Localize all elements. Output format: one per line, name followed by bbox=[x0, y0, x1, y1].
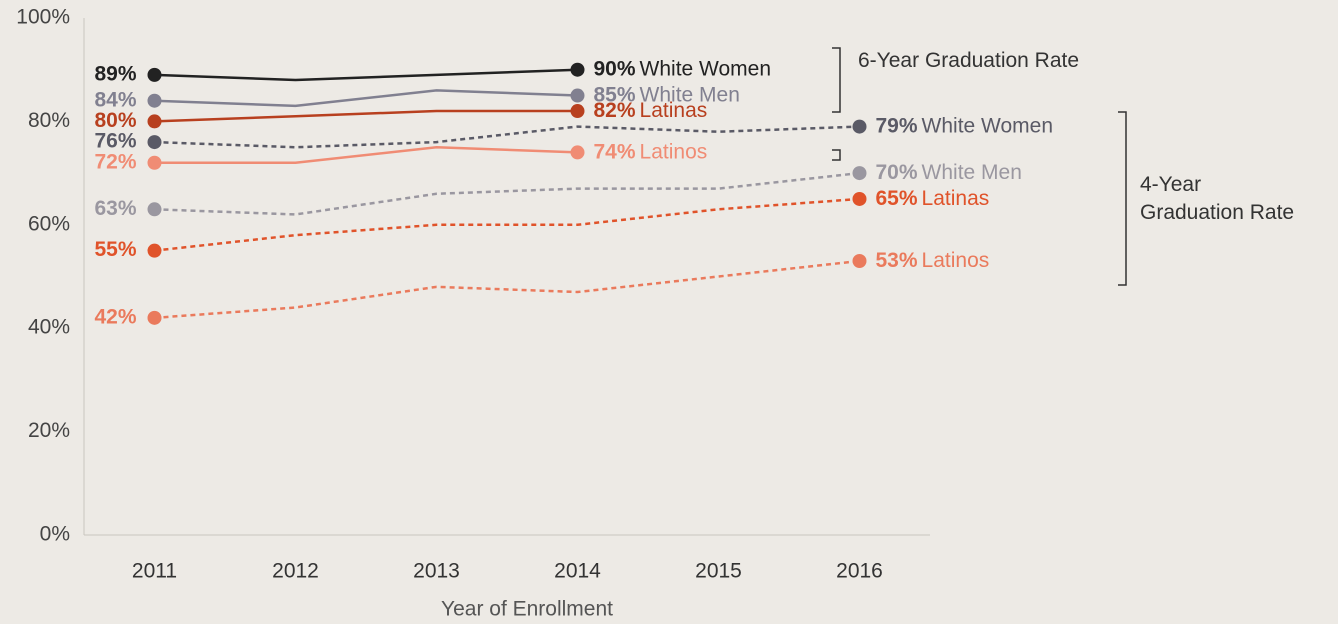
bracket bbox=[832, 149, 841, 161]
x-axis-title: Year of Enrollment bbox=[441, 598, 613, 621]
data-label: 76% bbox=[94, 130, 136, 153]
end-label: 74% Latinos bbox=[594, 140, 708, 163]
y-tick-label: 0% bbox=[40, 523, 70, 546]
series-line bbox=[154, 125, 860, 149]
x-tick-label: 2015 bbox=[695, 560, 742, 583]
point bbox=[147, 135, 162, 150]
x-tick-label: 2012 bbox=[272, 560, 319, 583]
data-label: 70% bbox=[876, 161, 918, 184]
data-label: 42% bbox=[94, 305, 136, 328]
bracket bbox=[1118, 111, 1127, 286]
series-line bbox=[154, 68, 578, 82]
x-tick-label: 2013 bbox=[413, 560, 460, 583]
data-label: 85% bbox=[594, 83, 636, 106]
x-tick-label: 2014 bbox=[554, 560, 601, 583]
end-label: 70% White Men bbox=[876, 161, 1022, 184]
data-label: 72% bbox=[94, 150, 136, 173]
data-label: 63% bbox=[94, 197, 136, 220]
series-line bbox=[154, 89, 578, 108]
point bbox=[570, 104, 585, 119]
data-label: 74% bbox=[594, 140, 636, 163]
group-label: 4-Year Graduation Rate bbox=[1140, 173, 1295, 224]
series-line bbox=[154, 171, 860, 216]
end-label: 85% White Men bbox=[594, 83, 740, 106]
group-label: 6-Year Graduation Rate bbox=[858, 49, 1080, 72]
end-label: 82% Latinas bbox=[594, 99, 708, 122]
series-line bbox=[154, 197, 860, 252]
point bbox=[570, 88, 585, 103]
point bbox=[147, 243, 162, 258]
legend-label: Latinas bbox=[640, 99, 708, 122]
legend-label: White Women bbox=[640, 57, 772, 80]
point bbox=[570, 62, 585, 77]
data-label: 82% bbox=[594, 99, 636, 122]
data-label: 89% bbox=[94, 62, 136, 85]
data-label: 80% bbox=[94, 109, 136, 132]
y-tick-label: 40% bbox=[28, 316, 70, 339]
data-label: 84% bbox=[94, 88, 136, 111]
point bbox=[147, 310, 162, 325]
x-tick-label: 2016 bbox=[836, 560, 883, 583]
legend-label: Latinas bbox=[922, 186, 990, 209]
legend-label: Latinos bbox=[922, 249, 990, 272]
series-line bbox=[154, 145, 578, 165]
point bbox=[147, 93, 162, 108]
data-label: 55% bbox=[94, 238, 136, 261]
end-label: 65% Latinas bbox=[876, 186, 990, 209]
legend-label: White Men bbox=[640, 83, 740, 106]
end-label: 79% White Women bbox=[876, 114, 1054, 137]
point bbox=[570, 145, 585, 160]
data-label: 53% bbox=[876, 249, 918, 272]
legend-label: Latinos bbox=[640, 140, 708, 163]
data-label: 79% bbox=[876, 114, 918, 137]
series-line bbox=[154, 109, 578, 123]
series-line bbox=[154, 259, 860, 320]
y-tick-label: 100% bbox=[16, 6, 70, 29]
point bbox=[147, 155, 162, 170]
legend-label: White Men bbox=[922, 161, 1022, 184]
point bbox=[852, 166, 867, 181]
y-tick-label: 80% bbox=[28, 109, 70, 132]
end-label: 90% White Women bbox=[594, 57, 772, 80]
point bbox=[852, 253, 867, 268]
data-label: 65% bbox=[876, 186, 918, 209]
point bbox=[147, 114, 162, 129]
legend-label: White Women bbox=[922, 114, 1054, 137]
x-tick-label: 2011 bbox=[132, 560, 177, 583]
point bbox=[852, 191, 867, 206]
y-tick-label: 20% bbox=[28, 419, 70, 442]
point bbox=[147, 67, 162, 82]
point bbox=[147, 202, 162, 217]
end-label: 53% Latinos bbox=[876, 249, 990, 272]
data-label: 90% bbox=[594, 57, 636, 80]
y-tick-label: 60% bbox=[28, 212, 70, 235]
point bbox=[852, 119, 867, 134]
bracket bbox=[832, 47, 841, 113]
